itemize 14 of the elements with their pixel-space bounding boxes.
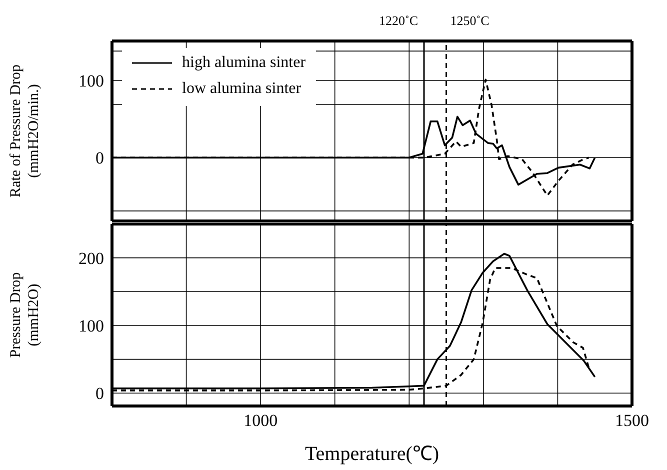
y-tick-label: 200 [78, 248, 104, 268]
x-axis-title: Temperature(℃) [304, 443, 440, 465]
ref-line-label: 1220˚C [379, 13, 418, 28]
y-axis-title: Rate of Pressure Drop (mmH2O/min.) [8, 64, 42, 198]
y-tick-label: 0 [96, 148, 104, 168]
y-tick-label: 0 [96, 384, 104, 404]
y-axis-title: Pressure Drop (mmH2O) [8, 272, 42, 358]
legend-label: low alumina sinter [182, 80, 302, 98]
y-tick-label: 100 [78, 71, 104, 90]
x-tick-label: 1500 [615, 411, 649, 430]
x-tick-label: 1000 [244, 411, 278, 430]
y-tick-label: 100 [78, 316, 104, 336]
ref-line-label: 1250˚C [450, 13, 490, 28]
legend-label: high alumina sinter [182, 54, 306, 72]
